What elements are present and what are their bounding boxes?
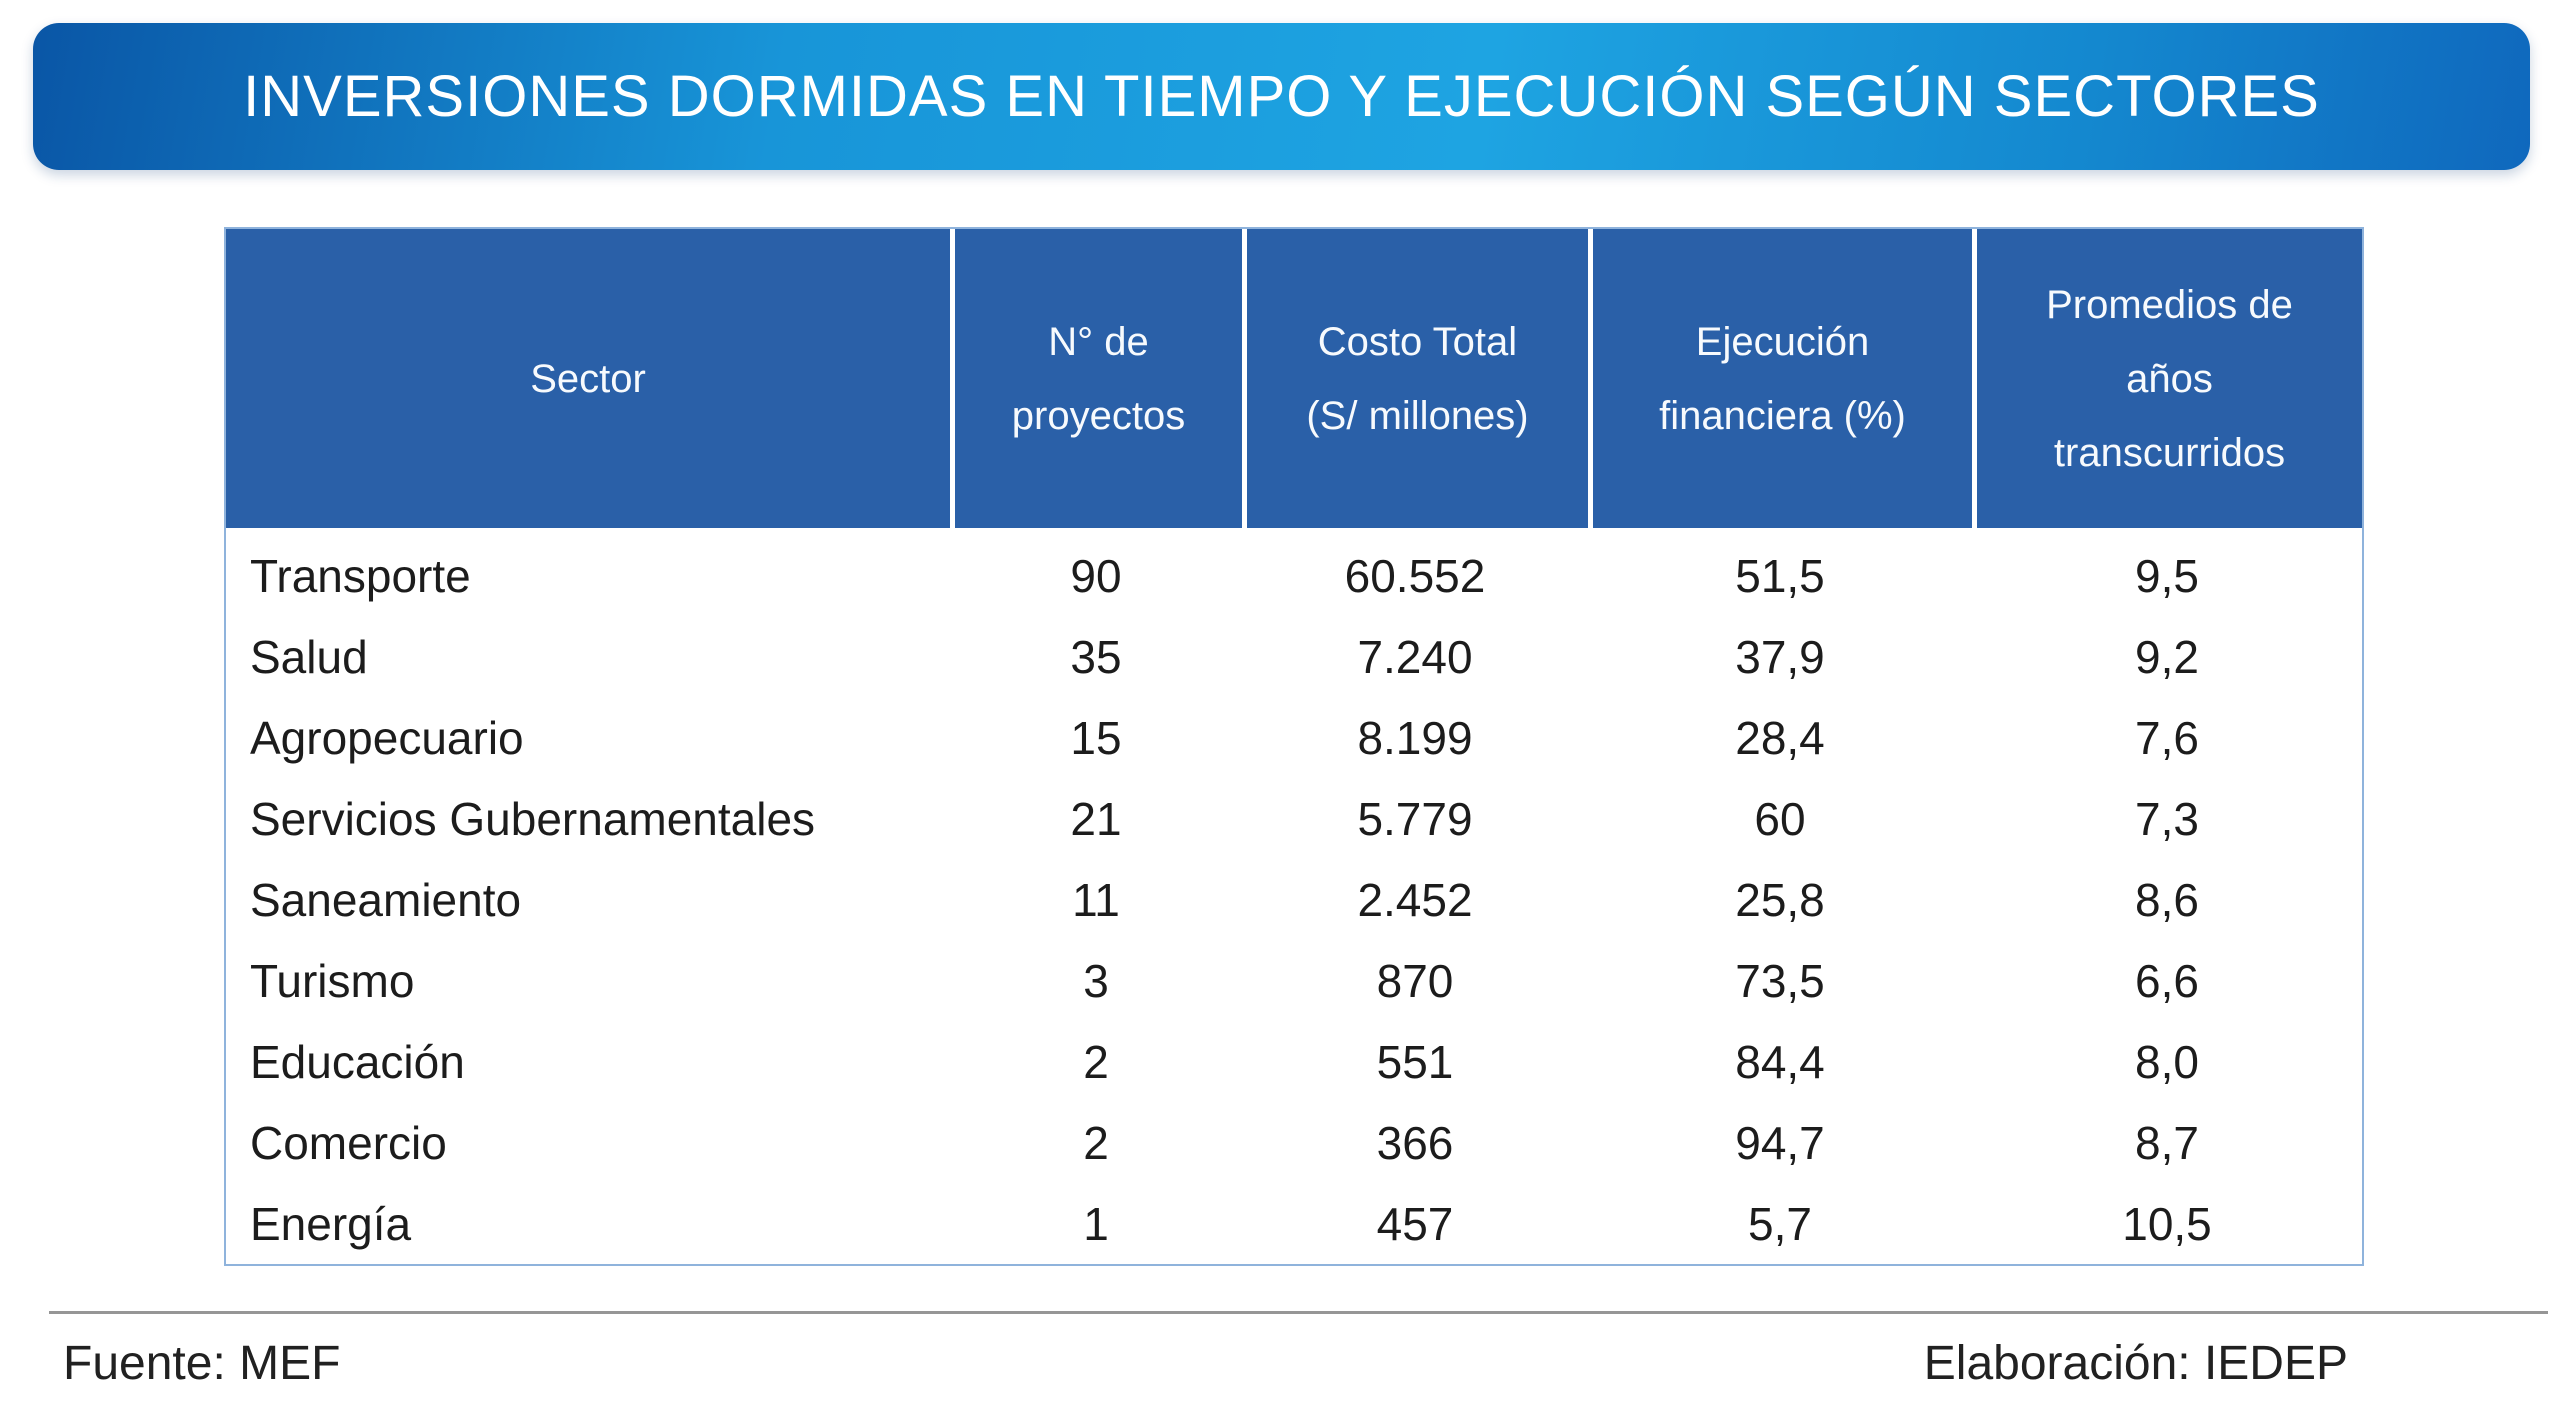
table-row: Agropecuario 15 8.199 28,4 7,6 (226, 697, 2362, 778)
table-row: Servicios Gubernamentales 21 5.779 60 7,… (226, 778, 2362, 859)
cell-ejecucion: 94,7 (1735, 1116, 1825, 1169)
cell-sector: Salud (250, 630, 368, 683)
cell-ejecucion: 37,9 (1735, 630, 1825, 683)
sectors-table: Sector N° de proyectos Costo Total (S/ m… (224, 227, 2364, 1266)
source-text: Fuente: MEF (63, 1337, 341, 1390)
table-row: Comercio 2 366 94,7 8,7 (226, 1102, 2362, 1183)
cell-costo: 60.552 (1344, 549, 1486, 602)
cell-costo: 551 (1376, 1035, 1454, 1088)
cell-sector: Turismo (250, 954, 415, 1007)
cell-proyectos: 35 (1070, 630, 1122, 683)
cell-proyectos: 21 (1070, 792, 1122, 845)
header-promedios: Promedios de años transcurridos (1972, 229, 2362, 535)
footer-divider (49, 1311, 2548, 1314)
header-ejecucion: Ejecución financiera (%) (1588, 229, 1972, 535)
cell-ejecucion: 73,5 (1735, 954, 1825, 1007)
cell-anios: 7,6 (2135, 711, 2199, 764)
cell-proyectos: 2 (1083, 1116, 1109, 1169)
cell-anios: 8,0 (2135, 1035, 2199, 1088)
header-sector: Sector (226, 229, 950, 535)
cell-sector: Servicios Gubernamentales (250, 792, 816, 845)
cell-sector: Transporte (250, 549, 471, 602)
cell-anios: 6,6 (2135, 954, 2199, 1007)
cell-costo: 870 (1376, 954, 1454, 1007)
cell-sector: Energía (250, 1197, 412, 1250)
cell-anios: 9,5 (2135, 549, 2199, 602)
cell-sector: Educación (250, 1035, 465, 1088)
elaboration-text: Elaboración: IEDEP (1923, 1337, 2348, 1390)
table-row: Salud 35 7.240 37,9 9,2 (226, 616, 2362, 697)
cell-costo: 366 (1376, 1116, 1454, 1169)
table-header-row: Sector N° de proyectos Costo Total (S/ m… (226, 229, 2362, 535)
table-row: Educación 2 551 84,4 8,0 (226, 1021, 2362, 1102)
cell-costo: 7.240 (1357, 630, 1473, 683)
table-row: Saneamiento 11 2.452 25,8 8,6 (226, 859, 2362, 940)
cell-ejecucion: 5,7 (1748, 1197, 1812, 1250)
table-row: Energía 1 457 5,7 10,5 (226, 1183, 2362, 1264)
cell-anios: 7,3 (2135, 792, 2199, 845)
cell-proyectos: 15 (1070, 711, 1122, 764)
cell-ejecucion: 28,4 (1735, 711, 1825, 764)
cell-costo: 8.199 (1357, 711, 1473, 764)
cell-ejecucion: 84,4 (1735, 1035, 1825, 1088)
header-costo: Costo Total (S/ millones) (1242, 229, 1588, 535)
table-row: Turismo 3 870 73,5 6,6 (226, 940, 2362, 1021)
cell-costo: 457 (1376, 1197, 1454, 1250)
cell-sector: Comercio (250, 1116, 447, 1169)
cell-sector: Agropecuario (250, 711, 524, 764)
cell-ejecucion: 60 (1754, 792, 1806, 845)
cell-anios: 8,6 (2135, 873, 2199, 926)
cell-proyectos: 1 (1083, 1197, 1109, 1250)
cell-costo: 2.452 (1357, 873, 1473, 926)
cell-ejecucion: 51,5 (1735, 549, 1825, 602)
cell-costo: 5.779 (1357, 792, 1473, 845)
cell-anios: 10,5 (2122, 1197, 2212, 1250)
cell-anios: 8,7 (2135, 1116, 2199, 1169)
cell-proyectos: 90 (1070, 549, 1122, 602)
cell-proyectos: 2 (1083, 1035, 1109, 1088)
cell-proyectos: 11 (1072, 873, 1120, 926)
cell-sector: Saneamiento (250, 873, 522, 926)
cell-anios: 9,2 (2135, 630, 2199, 683)
table-row: Transporte 90 60.552 51,5 9,5 (226, 535, 2362, 616)
header-proyectos: N° de proyectos (950, 229, 1242, 535)
cell-ejecucion: 25,8 (1735, 873, 1825, 926)
title-banner: INVERSIONES DORMIDAS EN TIEMPO Y EJECUCI… (33, 23, 2530, 170)
cell-proyectos: 3 (1083, 954, 1109, 1007)
page-title: INVERSIONES DORMIDAS EN TIEMPO Y EJECUCI… (243, 64, 2320, 129)
